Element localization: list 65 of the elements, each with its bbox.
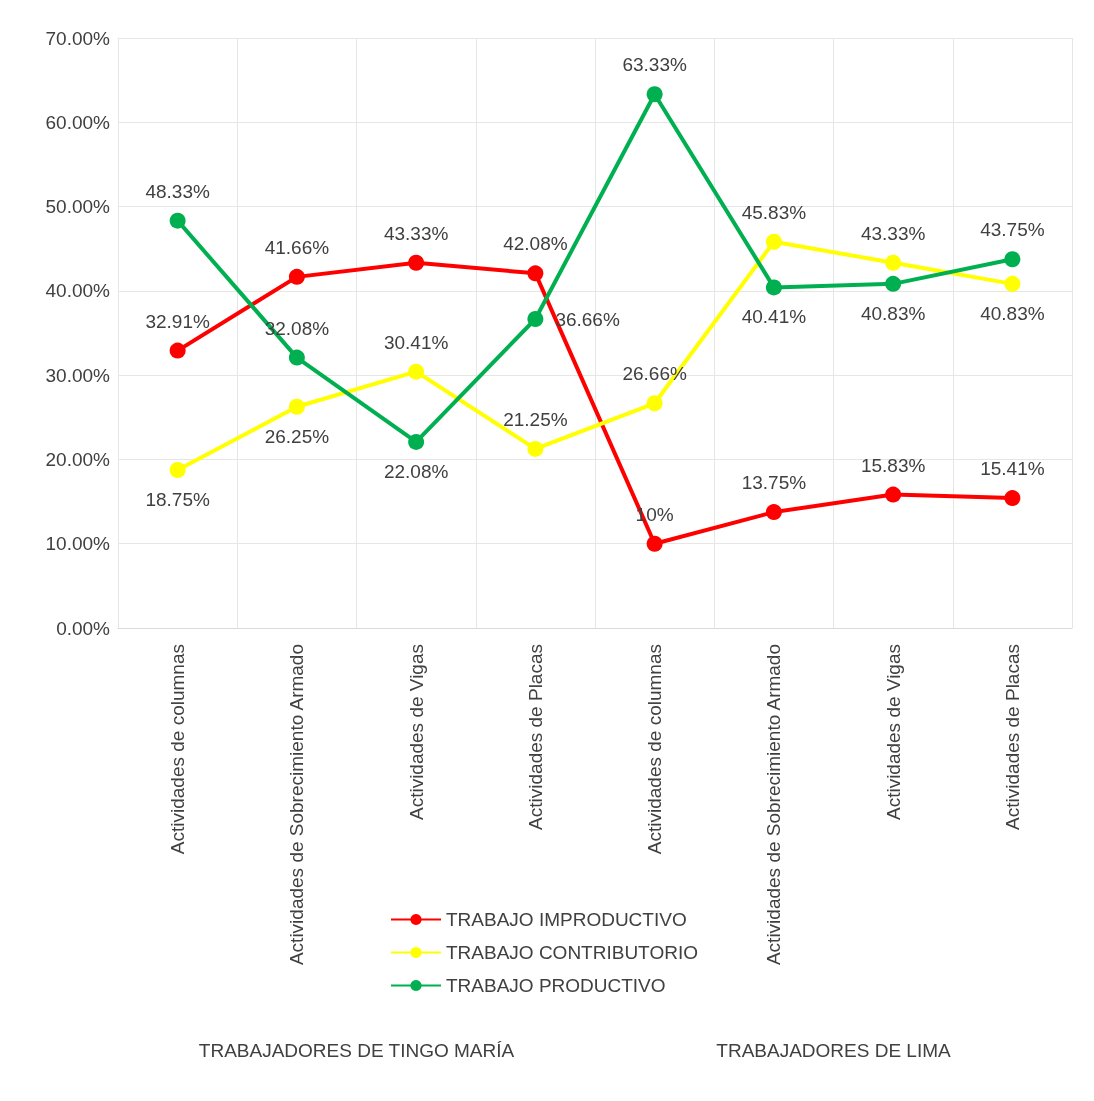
point [765,504,782,521]
data-label: 63.33% [622,54,687,76]
y-tick-label: 30.00% [45,364,111,386]
y-tick-label: 10.00% [45,533,111,555]
point [646,86,663,103]
legend-label: TRABAJO CONTRIBUTORIO [446,942,698,963]
data-label: 43.33% [383,222,449,244]
point [885,275,902,292]
point [1004,490,1021,507]
y-tick-label: 60.00% [45,111,111,133]
data-label: 43.33% [860,222,926,244]
point [527,265,544,282]
data-label: 32.91% [145,310,210,332]
x-tick-label: Actividades de Placas [1001,644,1023,830]
data-label: 18.75% [145,488,210,510]
y-tick-label: 70.00% [45,27,111,49]
point [527,311,544,327]
x-tick-label: Actividades de Sobrecimiento Armado [286,644,308,966]
data-label: 41.66% [264,236,330,258]
y-tick-label: 40.00% [45,280,111,302]
point [169,342,186,359]
point [885,254,902,271]
point [169,461,186,478]
data-label: 40.83% [980,302,1045,324]
data-label: 13.75% [741,472,807,494]
text: TRABAJADORES DE TINGO MARÍA [198,1039,515,1061]
y-tick-label: 50.00% [45,196,111,218]
point [288,349,305,366]
data-label: 26.25% [264,425,330,447]
point [527,440,544,457]
point [408,254,425,271]
y-tick-label: 0.00% [56,617,111,639]
point [765,279,782,296]
x-tick-label: Actividades de columnas [644,644,666,855]
y-tick-label: 20.00% [45,448,111,470]
data-label: 30.41% [383,331,449,353]
text: TRABAJADORES DE LIMA [716,1039,952,1061]
point [765,233,782,250]
point [408,433,425,450]
data-label: 21.25% [503,408,568,430]
point [1004,275,1021,292]
data-label: 43.75% [980,219,1045,241]
point [885,486,902,503]
point [408,363,425,380]
point [646,535,663,552]
data-label: 40.83% [860,302,926,324]
data-label: 48.33% [145,180,210,202]
data-label: 15.41% [980,458,1045,480]
data-label: 15.83% [860,454,926,476]
x-tick-label: Actividades de Vigas [405,644,427,821]
x-tick-label: Actividades de columnas [167,644,189,855]
data-label: 40.41% [741,306,807,328]
x-tick-label: Actividades de Vigas [882,644,904,821]
data-label: 42.08% [503,233,568,255]
point [288,268,305,285]
point [288,398,305,415]
point [646,395,663,412]
point [169,212,186,229]
data-label: 45.83% [741,201,807,223]
legend-label: TRABAJO IMPRODUCTIVO [446,909,687,930]
x-tick-label: Actividades de Placas [524,644,546,830]
data-label: 22.08% [383,460,449,482]
point [1004,251,1021,268]
legend-label: TRABAJO PRODUCTIVO [446,975,666,996]
x-tick-label: Actividades de Sobrecimiento Armado [763,644,785,966]
